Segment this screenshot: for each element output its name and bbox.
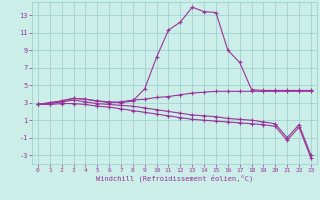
X-axis label: Windchill (Refroidissement éolien,°C): Windchill (Refroidissement éolien,°C) [96, 175, 253, 182]
